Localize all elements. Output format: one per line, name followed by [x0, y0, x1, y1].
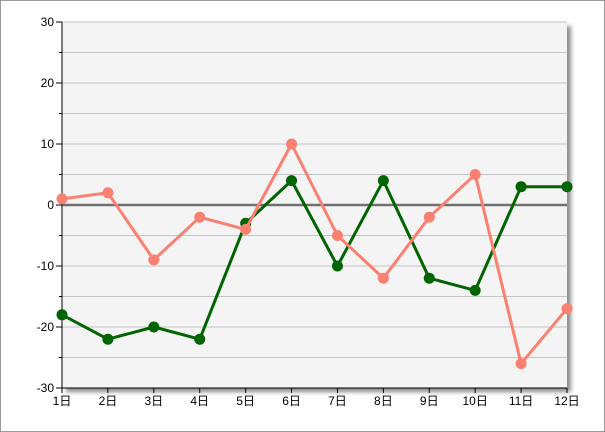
x-tick-label: 9日 [420, 394, 439, 408]
series-1-point [515, 181, 527, 193]
x-tick-label: 6日 [282, 394, 301, 408]
series-2-point [469, 169, 481, 180]
series-2-point [102, 187, 114, 199]
series-line-1 [61, 179, 567, 341]
x-tick-label: 11日 [509, 394, 533, 408]
series-1-point [561, 181, 573, 193]
series-1-point [194, 333, 206, 345]
series-1-point [469, 284, 481, 296]
series-2-point [286, 138, 298, 150]
y-tick-label: 0 [47, 198, 54, 212]
series-2-point [56, 193, 68, 205]
x-tick-label: 1日 [53, 394, 72, 408]
series-1-point [102, 333, 114, 345]
series-line-2 [61, 142, 569, 366]
series-1-point [286, 175, 298, 187]
series-1-point [331, 260, 343, 272]
series-2-point [240, 223, 252, 235]
series-2-point [515, 358, 527, 370]
series-1-point [423, 272, 435, 284]
x-tick-label: 5日 [236, 394, 255, 408]
y-tick-label: 10 [41, 137, 55, 151]
series-2-point [423, 211, 435, 223]
series-2-point [194, 211, 206, 223]
series-2-point [148, 254, 160, 266]
series-1-point [56, 309, 68, 321]
x-tick-label: 2日 [99, 394, 118, 408]
x-tick-label: 7日 [328, 394, 347, 408]
series-1-point [377, 175, 389, 187]
y-tick-label: 30 [41, 15, 55, 29]
y-tick-label: -30 [37, 381, 55, 395]
y-tick-label: -20 [37, 320, 55, 334]
x-tick-label: 12日 [554, 394, 579, 408]
x-tick-label: 10日 [463, 394, 488, 408]
x-tick-label: 8日 [374, 394, 393, 408]
series-1-point [148, 321, 160, 333]
series-2-point [561, 303, 573, 315]
x-tick-label: 3日 [144, 394, 163, 408]
series-2-point [377, 272, 389, 284]
y-tick-label: 20 [41, 76, 55, 90]
series-2-point [331, 230, 343, 241]
x-tick-label: 4日 [190, 394, 209, 408]
y-tick-label: -10 [37, 259, 55, 273]
